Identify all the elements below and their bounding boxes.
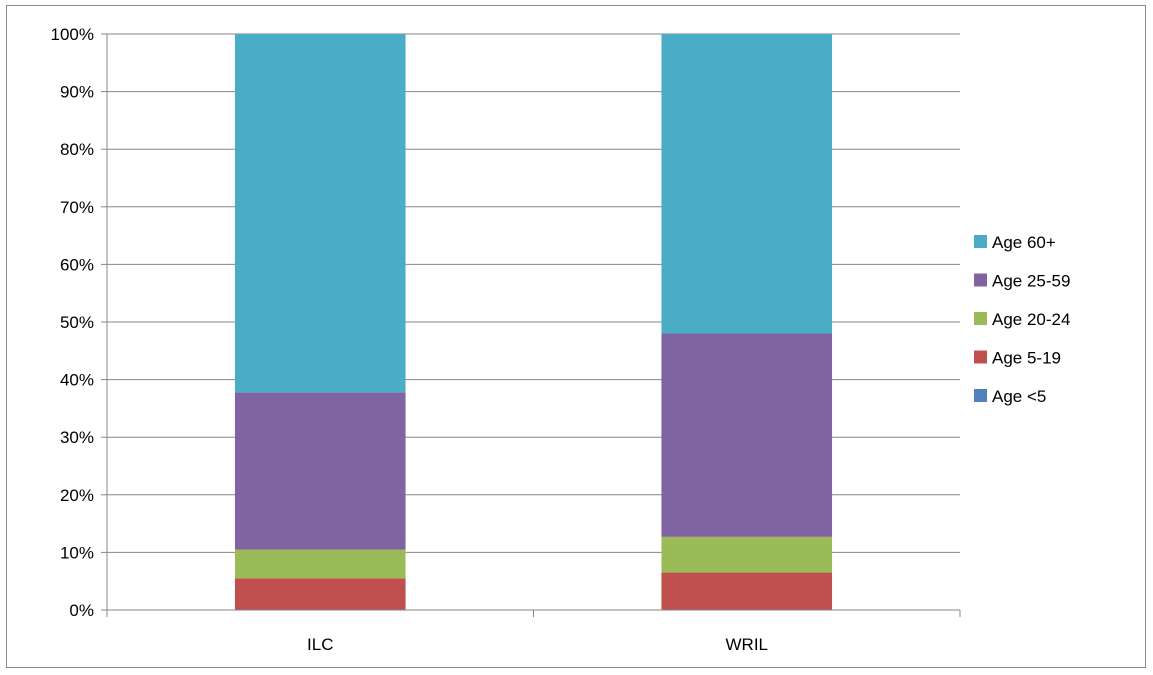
- legend-swatch: [974, 312, 987, 325]
- bar-wril-age-60: [661, 34, 833, 334]
- legend-label: Age <5: [992, 387, 1046, 406]
- y-tick-label: 20%: [60, 486, 94, 505]
- legend-swatch: [974, 350, 987, 364]
- legend-swatch: [974, 235, 987, 248]
- legend-label: Age 60+: [992, 233, 1056, 252]
- x-tick-labels: ILC WRIL: [307, 635, 768, 654]
- legend-label: Age 5-19: [992, 349, 1061, 368]
- y-tick-label: 30%: [60, 428, 94, 447]
- y-tick-label: 90%: [60, 83, 94, 102]
- bar-ilc-age-20-24: [234, 549, 406, 579]
- legend-swatch: [974, 389, 987, 402]
- y-tick-label: 0%: [69, 601, 94, 620]
- y-tick-labels: 0% 10% 20% 30% 40% 50% 60% 70% 80% 90% 100%: [51, 25, 94, 620]
- y-tick-label: 70%: [60, 198, 94, 217]
- legend: Age 60+ Age 25-59 Age 20-24 Age 5-19 Age <5: [974, 233, 1070, 406]
- y-tick-label: 80%: [60, 140, 94, 159]
- y-tick-label: 100%: [51, 25, 94, 44]
- y-tick-label: 60%: [60, 255, 94, 274]
- legend-swatch: [974, 273, 987, 287]
- bar-ilc-age-25-59: [234, 392, 406, 550]
- bar-wril-age-25-59: [661, 333, 833, 537]
- legend-label: Age 20-24: [992, 310, 1070, 329]
- bar-ilc-age-60: [234, 34, 406, 393]
- x-tick-label: WRIL: [726, 635, 769, 654]
- bar-wril-age-5-19: [661, 572, 833, 610]
- x-tick-label: ILC: [307, 635, 333, 654]
- chart-frame: [6, 5, 1146, 668]
- y-tick-label: 10%: [60, 543, 94, 562]
- y-tick-label: 40%: [60, 371, 94, 390]
- bars: [234, 34, 833, 610]
- axes: [101, 33, 961, 617]
- y-tick-label: 50%: [60, 313, 94, 332]
- bar-wril-age-20-24: [661, 536, 833, 573]
- bar-ilc-age-5-19: [234, 578, 406, 610]
- legend-label: Age 25-59: [992, 272, 1070, 291]
